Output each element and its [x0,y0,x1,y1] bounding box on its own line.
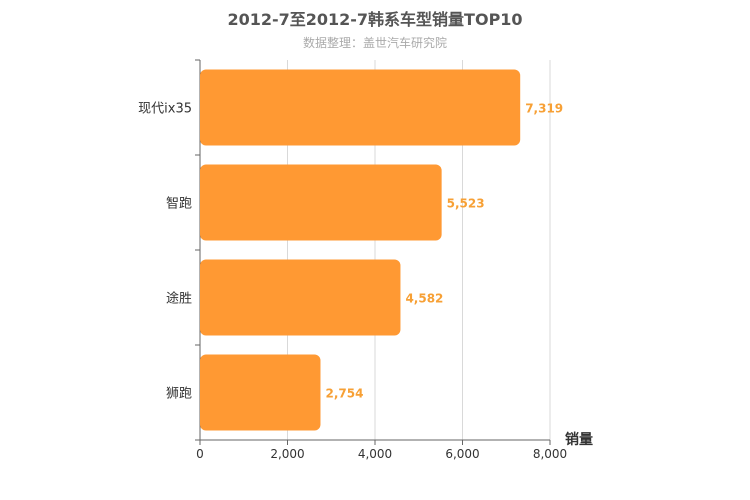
value-label-0: 7,319 [525,102,563,116]
category-label-3: 狮跑 [166,387,192,402]
x-tick-label-0: 0 [196,447,204,461]
category-label-1: 智跑 [166,197,192,212]
x-axis-title: 销量 [565,431,593,448]
value-label-1: 5,523 [447,197,485,211]
x-tick-label-3: 6,000 [445,447,479,461]
bar-0[interactable] [200,69,521,146]
bar-2[interactable] [200,259,401,336]
x-tick-label-4: 8,000 [533,447,567,461]
bar-3[interactable] [200,354,321,431]
chart-subtitle: 数据整理：盖世汽车研究院 [302,36,447,50]
category-label-2: 途胜 [166,291,192,307]
chart-title: 2012-7至2012-7韩系车型销量TOP10 [227,10,523,29]
x-tick-label-1: 2,000 [270,447,304,461]
category-label-0: 现代ix35 [138,102,192,117]
x-tick-label-2: 4,000 [358,447,392,461]
bar-1[interactable] [200,164,442,241]
value-label-3: 2,754 [325,387,363,401]
value-label-2: 4,582 [405,292,443,306]
